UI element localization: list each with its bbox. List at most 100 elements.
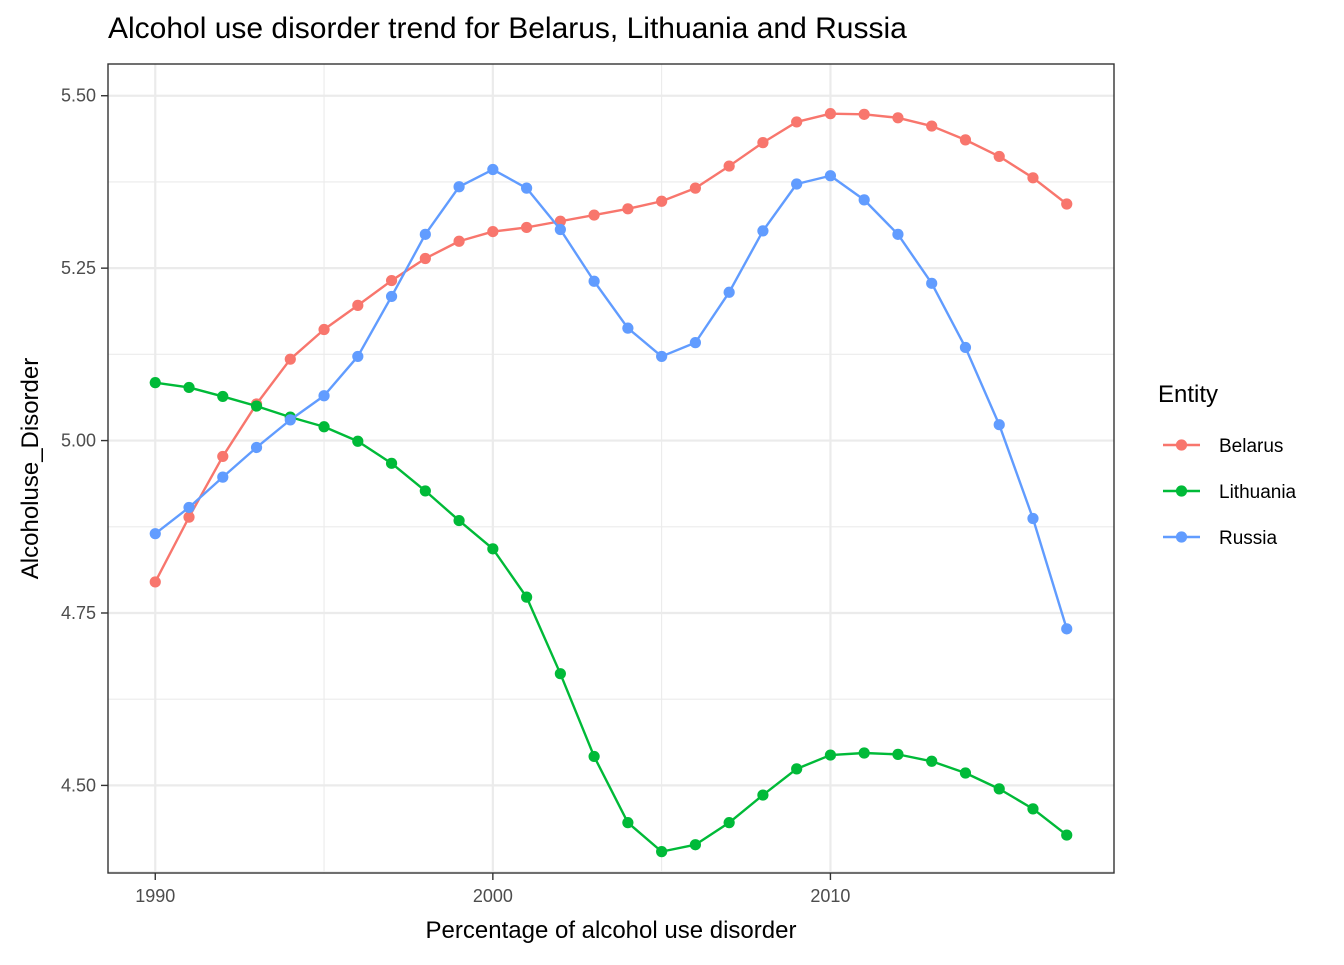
data-point-lithuania	[959, 767, 972, 779]
data-point-russia	[250, 441, 263, 454]
data-point-russia	[521, 182, 533, 194]
plot-panel	[108, 64, 1114, 873]
data-point-lithuania	[926, 755, 938, 767]
data-point-russia	[352, 350, 364, 363]
data-point-russia	[419, 228, 431, 240]
data-point-lithuania	[723, 817, 735, 829]
legend-item-belarus: Belarus	[1163, 436, 1283, 457]
data-point-russia	[487, 163, 499, 176]
data-point-lithuania	[858, 747, 870, 759]
data-point-belarus	[858, 108, 870, 120]
data-point-lithuania	[1061, 829, 1073, 841]
data-point-belarus	[959, 134, 972, 146]
data-point-belarus	[723, 160, 735, 172]
data-point-belarus	[622, 203, 634, 215]
data-point-belarus	[453, 235, 465, 247]
data-point-russia	[588, 275, 600, 287]
legend-label-lithuania: Lithuania	[1219, 482, 1297, 503]
legend-item-lithuania: Lithuania	[1163, 482, 1297, 503]
data-point-russia	[318, 390, 330, 402]
data-point-russia	[385, 290, 398, 303]
data-point-lithuania	[757, 789, 769, 801]
series-layer	[149, 108, 1073, 858]
series-russia	[149, 163, 1073, 635]
data-point-russia	[656, 350, 668, 363]
data-point-lithuania	[250, 400, 263, 412]
data-point-russia	[554, 223, 566, 236]
data-point-lithuania	[487, 543, 499, 555]
y-tick-label: 4.75	[61, 603, 96, 623]
data-point-belarus	[824, 108, 837, 120]
data-point-lithuania	[824, 749, 837, 761]
x-axis-title: Percentage of alcohol use disorder	[426, 917, 797, 944]
data-point-russia	[183, 501, 195, 514]
data-point-lithuania	[385, 457, 398, 469]
data-point-belarus	[521, 221, 533, 234]
legend-items: Belarus Lithuania Russia	[1163, 436, 1297, 549]
data-point-belarus	[487, 225, 499, 238]
data-point-belarus	[419, 252, 431, 265]
data-point-lithuania	[622, 817, 634, 829]
data-point-russia	[622, 322, 634, 334]
legend-item-russia: Russia	[1163, 528, 1278, 549]
y-axis-title: Alcoholuse_Disorder	[17, 358, 44, 579]
data-point-lithuania	[149, 377, 161, 389]
data-point-russia	[892, 228, 904, 240]
data-point-belarus	[1027, 172, 1039, 184]
data-point-belarus	[318, 323, 330, 336]
data-point-lithuania	[352, 435, 364, 447]
data-point-lithuania	[554, 668, 566, 680]
plot-border	[107, 63, 1115, 874]
series-belarus	[149, 108, 1073, 588]
data-point-lithuania	[892, 748, 904, 760]
x-tick-label: 2010	[810, 886, 850, 906]
data-point-belarus	[352, 299, 364, 311]
data-point-belarus	[554, 215, 566, 227]
data-point-belarus	[217, 450, 229, 463]
data-point-lithuania	[521, 591, 533, 603]
data-point-russia	[689, 337, 701, 349]
y-axis: 4.50 4.75 5.00 5.25 5.50	[61, 86, 108, 795]
legend-label-russia: Russia	[1219, 528, 1278, 549]
data-point-russia	[453, 181, 465, 193]
grid-layer	[108, 64, 1114, 873]
series-line-lithuania	[154, 381, 1068, 853]
x-tick-label: 1990	[135, 886, 175, 906]
data-point-russia	[926, 277, 938, 289]
data-point-belarus	[656, 195, 668, 207]
chart-title: Alcohol use disorder trend for Belarus, …	[108, 12, 907, 45]
data-point-russia	[858, 194, 870, 206]
legend-key-point-lithuania	[1175, 485, 1188, 497]
data-point-belarus	[588, 209, 600, 221]
y-tick-label: 5.50	[61, 86, 96, 106]
data-point-lithuania	[689, 839, 701, 851]
data-point-russia	[149, 528, 161, 540]
data-point-russia	[1061, 623, 1073, 635]
y-tick-label: 5.25	[61, 258, 96, 278]
data-point-belarus	[892, 112, 904, 124]
data-point-lithuania	[1027, 803, 1039, 815]
series-line-belarus	[154, 112, 1068, 584]
data-point-lithuania	[183, 381, 195, 394]
data-point-belarus	[284, 353, 296, 365]
data-point-belarus	[385, 274, 398, 287]
data-point-belarus	[149, 576, 161, 588]
data-point-lithuania	[993, 783, 1005, 795]
series-lithuania	[149, 377, 1073, 858]
data-point-russia	[217, 471, 229, 483]
data-point-lithuania	[791, 763, 803, 775]
data-point-russia	[791, 178, 803, 190]
data-point-russia	[959, 341, 972, 354]
data-point-lithuania	[656, 846, 668, 858]
data-point-russia	[757, 225, 769, 237]
legend-key-point-russia	[1175, 531, 1188, 543]
x-tick-label: 2000	[473, 886, 513, 906]
data-point-belarus	[791, 116, 803, 128]
data-point-lithuania	[588, 750, 600, 763]
data-point-russia	[284, 414, 296, 426]
data-point-russia	[1027, 512, 1039, 525]
series-line-russia	[154, 168, 1068, 631]
data-point-belarus	[1061, 198, 1073, 210]
